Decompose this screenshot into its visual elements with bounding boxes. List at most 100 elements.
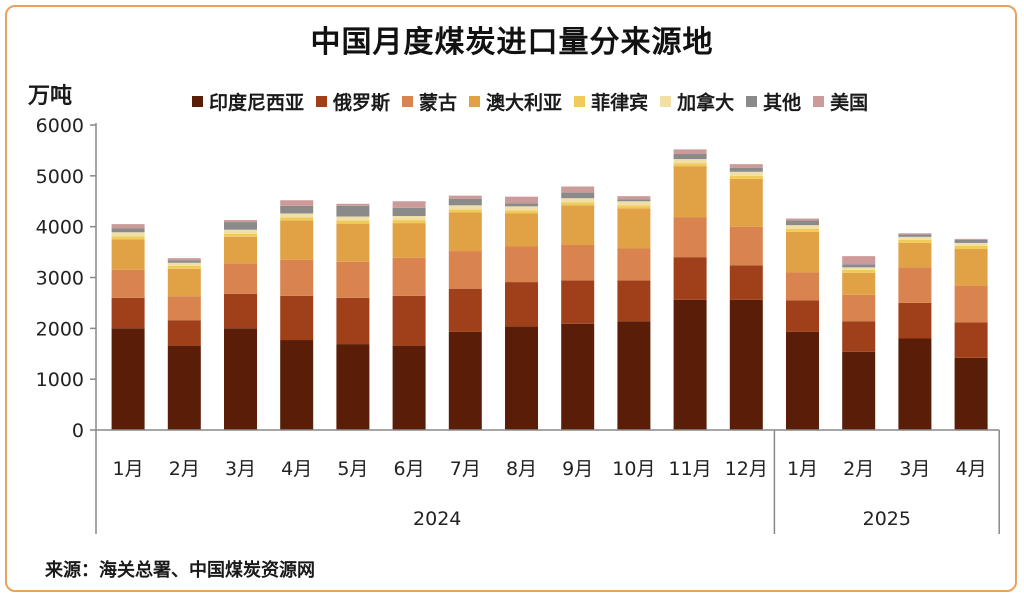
bar-segment xyxy=(842,264,876,268)
bar-segment xyxy=(224,263,257,294)
bar-segment xyxy=(786,231,819,273)
bar-segment xyxy=(167,265,201,269)
bar-segment xyxy=(505,210,538,214)
legend-item: 印度尼西亚 xyxy=(192,88,304,115)
legend-swatch xyxy=(192,96,203,107)
bar-segment xyxy=(448,288,482,332)
y-tick-label: 1000 xyxy=(36,369,84,391)
legend-swatch xyxy=(469,96,481,107)
bar-segment xyxy=(336,223,370,262)
bar-segment xyxy=(673,149,707,154)
x-tick-label: 4月 xyxy=(281,458,312,480)
y-tick-label: 4000 xyxy=(36,217,84,239)
bar-segment xyxy=(224,222,257,230)
bar-segment xyxy=(842,267,876,270)
bar-segment xyxy=(392,257,426,296)
legend-label: 菲律宾 xyxy=(591,92,649,114)
bar-segment xyxy=(729,226,763,266)
bar-segment xyxy=(673,217,707,258)
x-tick-label: 6月 xyxy=(394,458,425,480)
x-tick-label: 8月 xyxy=(506,458,537,480)
bar-segment xyxy=(167,262,201,266)
bar-segment xyxy=(280,295,314,341)
bar-segment xyxy=(336,205,370,217)
bar-segment xyxy=(224,233,257,237)
bar-segment xyxy=(617,201,651,206)
bar-segment xyxy=(786,218,819,221)
bar-segment xyxy=(561,205,595,245)
bar-segment xyxy=(392,201,426,208)
legend-item: 加拿大 xyxy=(660,88,734,115)
bar-segment xyxy=(167,296,201,321)
bar-segment xyxy=(673,299,707,430)
x-tick-label: 7月 xyxy=(450,458,481,480)
x-tick-label: 12月 xyxy=(725,458,768,480)
legend-label: 俄罗斯 xyxy=(333,92,391,114)
bar-segment xyxy=(392,345,426,430)
bar-segment xyxy=(842,294,876,322)
legend-item: 菲律宾 xyxy=(574,88,648,115)
bar-segment xyxy=(786,272,819,301)
x-tick-label: 4月 xyxy=(956,458,987,480)
bar-segment xyxy=(448,331,482,430)
bar-segment xyxy=(336,344,370,430)
bar-segment xyxy=(224,220,257,223)
bar-segment xyxy=(729,164,763,168)
legend-item: 澳大利亚 xyxy=(469,88,562,115)
x-tick-label: 3月 xyxy=(899,458,930,480)
bar-segment xyxy=(561,244,595,281)
bar-segment xyxy=(617,196,651,200)
bar-segment xyxy=(167,268,201,297)
bar-segment xyxy=(224,293,257,329)
bar-segment xyxy=(448,212,482,252)
legend-label: 蒙古 xyxy=(419,92,458,114)
bar-segment xyxy=(280,200,314,206)
bar-segment xyxy=(898,236,932,240)
bar-segment xyxy=(729,299,763,430)
bar-segment xyxy=(336,261,370,298)
bar-segment xyxy=(954,245,988,250)
bar-segment xyxy=(898,338,932,430)
bar-segment xyxy=(167,258,201,261)
bar-segment xyxy=(224,236,257,264)
bar-segment xyxy=(842,321,876,352)
bar-segment xyxy=(561,280,595,324)
bar-segment xyxy=(505,246,538,283)
legend-swatch xyxy=(574,96,586,107)
bar-segment xyxy=(448,195,482,199)
bar-segment xyxy=(336,216,370,221)
bar-segment xyxy=(954,322,988,358)
bar-segment xyxy=(786,225,819,229)
bar-segment xyxy=(111,232,145,237)
bar-segment xyxy=(954,285,988,323)
bar-segment xyxy=(673,257,707,300)
bar-segment xyxy=(505,326,538,430)
bar-segment xyxy=(842,351,876,430)
bar-segment xyxy=(111,224,145,229)
bar-segment xyxy=(786,331,819,430)
legend-item: 美国 xyxy=(813,88,868,115)
bar-segment xyxy=(392,295,426,346)
bar-segment xyxy=(898,234,932,237)
bar-segment xyxy=(954,357,988,430)
x-tick-label: 1月 xyxy=(787,458,818,480)
x-tick-label: 10月 xyxy=(612,458,655,480)
bar-segment xyxy=(617,280,651,322)
bar-segment xyxy=(224,229,257,234)
bar-segment xyxy=(111,297,145,329)
bar-segment xyxy=(954,238,988,240)
bar-segment xyxy=(673,153,707,160)
bar-segment xyxy=(786,220,819,226)
bar-segment xyxy=(111,236,145,240)
bar-segment xyxy=(561,186,595,193)
bar-segment xyxy=(392,207,426,216)
bar-segment xyxy=(111,328,145,430)
bar-segment xyxy=(617,248,651,281)
bar-segment xyxy=(280,259,314,296)
bar-segment xyxy=(898,267,932,303)
chart-legend: 印度尼西亚 俄罗斯 蒙古 澳大利亚 菲律宾 加拿大 其他 美国 xyxy=(192,88,880,115)
bar-segment xyxy=(505,282,538,327)
bar-segment xyxy=(448,205,482,210)
bar-segment xyxy=(111,228,145,233)
